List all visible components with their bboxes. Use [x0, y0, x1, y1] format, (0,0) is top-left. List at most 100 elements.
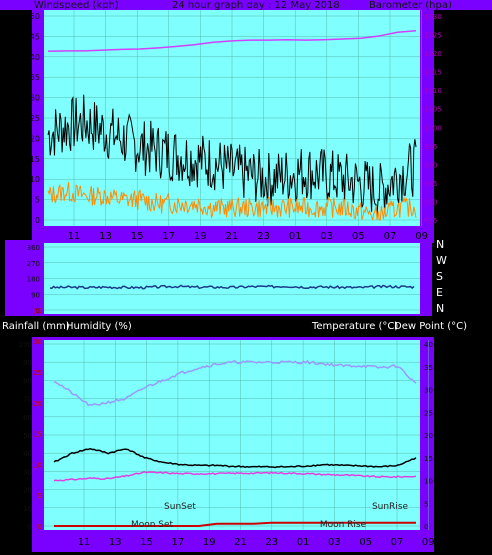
wind-y-tick: 20 [30, 134, 40, 143]
dir-label-w: W [436, 254, 447, 267]
temp-x-tick: 01 [297, 537, 310, 548]
baro-y-tick: 1025 [424, 32, 442, 40]
direction-y-tick: 180 [27, 276, 40, 284]
rain-y-tick: 20 [33, 400, 42, 408]
temp-y-tick: 5 [424, 500, 428, 508]
temp-x-tick: 19 [203, 537, 216, 548]
humidity-y-tick: 50 [23, 432, 32, 440]
baro-y-tick: 995 [424, 143, 437, 151]
header-bar [0, 0, 492, 10]
humidity-y-tick: 60 [23, 414, 32, 422]
baro-title: Barometer (hpa) [369, 0, 452, 11]
humidity-title: Humidity (%) [66, 321, 132, 332]
direction-y-tick: 270 [27, 260, 40, 268]
wind-y-tick: 35 [30, 73, 40, 82]
wind-x-tick: 05 [352, 231, 365, 242]
dew-title: Dew Point (°C) [394, 321, 468, 332]
direction-series-line [49, 284, 415, 290]
baro-y-tick: 975 [424, 217, 437, 225]
dir-label-n-bottom: N [436, 302, 445, 315]
wind-y-tick: 30 [30, 94, 40, 103]
wind-y-tick: 40 [30, 53, 40, 62]
wind-x-tick: 01 [289, 231, 302, 242]
wind-x-tick: 07 [384, 231, 397, 242]
wind-y-tick: 25 [30, 114, 40, 123]
temp-x-tick: 05 [359, 537, 372, 548]
baro-y-tick: 1020 [424, 50, 442, 58]
temp-x-tick: 15 [140, 537, 153, 548]
humidity-y-tick: 0 [28, 523, 32, 531]
barometer-series-line [47, 30, 417, 52]
wind-series-line [47, 182, 417, 221]
wind-y-tick: 45 [30, 32, 40, 41]
humidity-y-tick: 20 [23, 487, 32, 495]
humidity-y-tick: 40 [23, 450, 32, 458]
moonrise-label: Moon Rise [320, 520, 367, 530]
rain-y-tick: 30 [33, 338, 42, 346]
wind-x-tick: 19 [194, 231, 207, 242]
temp-title: Temperature (°C) [312, 321, 399, 332]
sunset-label: SunSet [164, 502, 196, 512]
rain-title: Rainfall (mm) [2, 321, 70, 332]
legend-bar [0, 317, 492, 337]
rain-y-tick: 5 [38, 492, 42, 500]
graph-title: 24 hour graph day : 12 May 2018 [172, 0, 340, 11]
baro-y-tick: 1030 [424, 13, 442, 21]
wind-x-tick: 17 [162, 231, 175, 242]
wind-y-tick: 5 [35, 196, 40, 205]
wind-x-tick: 03 [320, 231, 333, 242]
rain-y-tick: 25 [33, 369, 42, 377]
wind-y-tick: 15 [30, 155, 40, 164]
wind-y-tick: 10 [30, 175, 40, 184]
humidity-y-tick: 90 [23, 359, 32, 367]
baro-y-tick: 985 [424, 180, 437, 188]
temp-x-tick: 09 [422, 537, 435, 548]
baro-y-tick: 1015 [424, 69, 442, 77]
baro-y-tick: 980 [424, 198, 437, 206]
sunrise-label: SunRise [372, 502, 409, 512]
humidity-y-tick: 70 [23, 396, 32, 404]
dewpoint-series-line [53, 470, 417, 482]
wind-x-tick: 15 [131, 231, 144, 242]
baro-y-tick: 1005 [424, 106, 442, 114]
temp-y-tick: 0 [424, 523, 428, 531]
temp-x-tick: 13 [109, 537, 122, 548]
temp-x-tick: 23 [265, 537, 278, 548]
gust-series-line [47, 94, 417, 217]
humidity-y-tick: 100 [19, 341, 32, 349]
dir-label-e: E [436, 286, 443, 299]
rain-y-tick: 35 [33, 307, 42, 315]
wind-y-tick: 0 [35, 216, 40, 225]
temp-x-tick: 21 [234, 537, 247, 548]
wind-y-tick: 50 [30, 12, 40, 21]
humidity-series-line [53, 359, 417, 407]
wind-title: Windspeed (kph) [34, 0, 119, 11]
rain-y-tick: 0 [38, 523, 42, 531]
temperature-series-line [53, 447, 417, 469]
wind-x-tick: 21 [226, 231, 239, 242]
rain-y-tick: 15 [33, 431, 42, 439]
direction-y-tick: 90 [31, 291, 40, 299]
dir-label-s: S [436, 270, 443, 283]
direction-y-tick: 360 [27, 244, 40, 252]
wind-x-tick: 23 [257, 231, 270, 242]
temp-x-tick: 03 [328, 537, 341, 548]
direction-y-tick: 0 [36, 307, 40, 315]
wind-x-tick: 09 [415, 231, 428, 242]
baro-y-tick: 1000 [424, 124, 442, 132]
moonset-label: Moon Set [131, 520, 174, 530]
baro-y-tick: 1010 [424, 87, 442, 95]
rain-y-tick: 10 [33, 461, 42, 469]
humidity-y-tick: 30 [23, 468, 32, 476]
wind-x-tick: 11 [68, 231, 81, 242]
rainfall-series-line [54, 521, 416, 527]
dir-label-n-top: N [436, 238, 445, 251]
temp-x-tick: 07 [391, 537, 404, 548]
wind-x-tick: 13 [99, 231, 112, 242]
baro-y-tick: 990 [424, 161, 437, 169]
humidity-y-tick: 10 [23, 505, 32, 513]
temp-x-tick: 17 [172, 537, 185, 548]
humidity-y-tick: 80 [23, 377, 32, 385]
